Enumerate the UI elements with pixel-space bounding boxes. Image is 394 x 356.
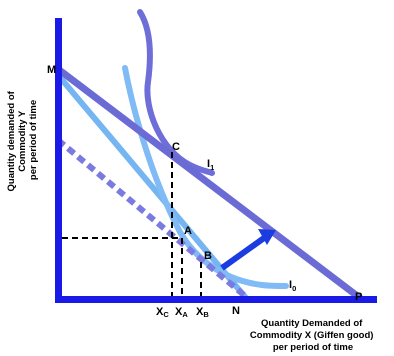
tick-label-xa-sub: A (182, 310, 188, 319)
tick-label-xc: XC (156, 306, 169, 319)
point-label-m: M (47, 64, 56, 76)
tick-label-xc-main: X (156, 306, 164, 318)
x-axis-title: Quantity Demanded of Commodity X (Giffen… (250, 318, 376, 353)
tick-label-xb: XB (196, 306, 209, 319)
indifference-curve-i1 (137, 9, 215, 176)
tick-label-xb-sub: B (203, 310, 209, 319)
curve-label-i1: I1 (207, 158, 214, 172)
x-axis-title-line-1: Quantity Demanded of (261, 318, 363, 329)
x-axis-title-line-3: per period of time (273, 342, 353, 353)
shift-arrow-head (258, 229, 276, 245)
y-axis (55, 18, 62, 302)
tick-label-xa: XA (175, 306, 188, 319)
curve-label-i1-main: I (207, 158, 210, 170)
curve-label-i0: I0 (289, 279, 296, 293)
curve-label-i1-sub: 1 (210, 163, 214, 172)
point-label-p: P (355, 291, 362, 303)
guide-lines (62, 152, 202, 298)
y-axis-title-line-1: Quantity demanded of (6, 90, 17, 191)
shift-arrow-line (220, 235, 266, 271)
y-axis-title-line-3: per period of time (28, 100, 39, 180)
budget-line-original (54, 65, 364, 302)
curve-label-i0-sub: 0 (292, 284, 296, 293)
tick-label-xb-main: X (196, 306, 204, 318)
x-axis-title-line-2: Commodity X (Giffen good) (250, 330, 374, 341)
y-axis-title: Quantity demanded of Commodity Y per per… (6, 89, 39, 192)
budget-line-compensated (55, 72, 249, 301)
x-axis (55, 296, 377, 303)
point-label-c: C (172, 141, 180, 153)
point-label-n: N (232, 305, 240, 317)
budget-line-dotted (56, 137, 252, 303)
point-label-a: A (184, 225, 192, 237)
tick-label-xc-sub: C (163, 310, 169, 319)
curve-label-i0-main: I (289, 279, 292, 291)
y-axis-title-line-2: Commodity Y (17, 110, 28, 172)
tick-label-xa-main: X (175, 306, 183, 318)
point-label-b: B (204, 250, 212, 262)
